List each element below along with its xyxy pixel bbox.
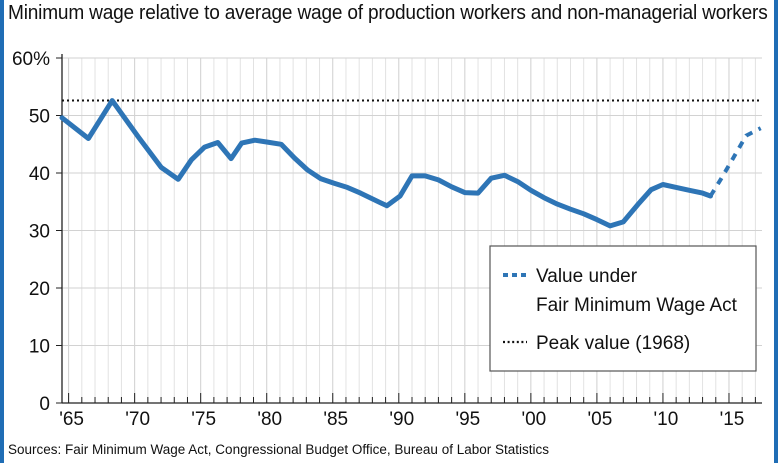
x-tick-label: '15 (720, 409, 745, 430)
x-tick-labels: '65 '70 '75 '80 '85 '90 '95 '00 '05 '10 '15 (59, 409, 744, 430)
y-tick-label: 40 (29, 164, 50, 185)
chart-title: Minimum wage relative to average wage of… (8, 2, 768, 24)
legend-label: Fair Minimum Wage Act (536, 295, 738, 316)
series-lines (59, 98, 762, 229)
x-tick-label: '00 (521, 409, 546, 430)
x-tick-label: '70 (125, 409, 150, 430)
x-tick-label: '95 (455, 409, 480, 430)
y-tick-label: 10 (29, 337, 50, 358)
x-tick-label: '10 (654, 409, 679, 430)
legend-label: Value under (536, 266, 638, 287)
legend-box (489, 245, 757, 372)
source-note: Sources: Fair Minimum Wage Act, Congress… (8, 442, 549, 457)
historical-series-line (59, 98, 713, 229)
y-tick-label: 30 (29, 222, 50, 243)
grid-lines (62, 57, 762, 403)
axes (56, 54, 762, 404)
x-tick-label: '05 (588, 409, 613, 430)
y-tick-label: 50 (29, 107, 50, 128)
projected-series-line (708, 126, 762, 198)
x-tick-label: '80 (257, 409, 282, 430)
y-tick-label: 60% (12, 49, 50, 70)
legend-label: Peak value (1968) (536, 333, 690, 354)
x-tick-label: '65 (59, 409, 84, 430)
x-tick-label: '75 (191, 409, 216, 430)
y-tick-labels: 0 10 20 30 40 50 60% (12, 49, 50, 415)
x-tick-label: '90 (389, 409, 414, 430)
y-tick-label: 0 (39, 394, 50, 415)
x-tick-label: '85 (323, 409, 348, 430)
y-tick-label: 20 (29, 279, 50, 300)
legend: Value under Fair Minimum Wage Act Peak val… (489, 245, 757, 372)
